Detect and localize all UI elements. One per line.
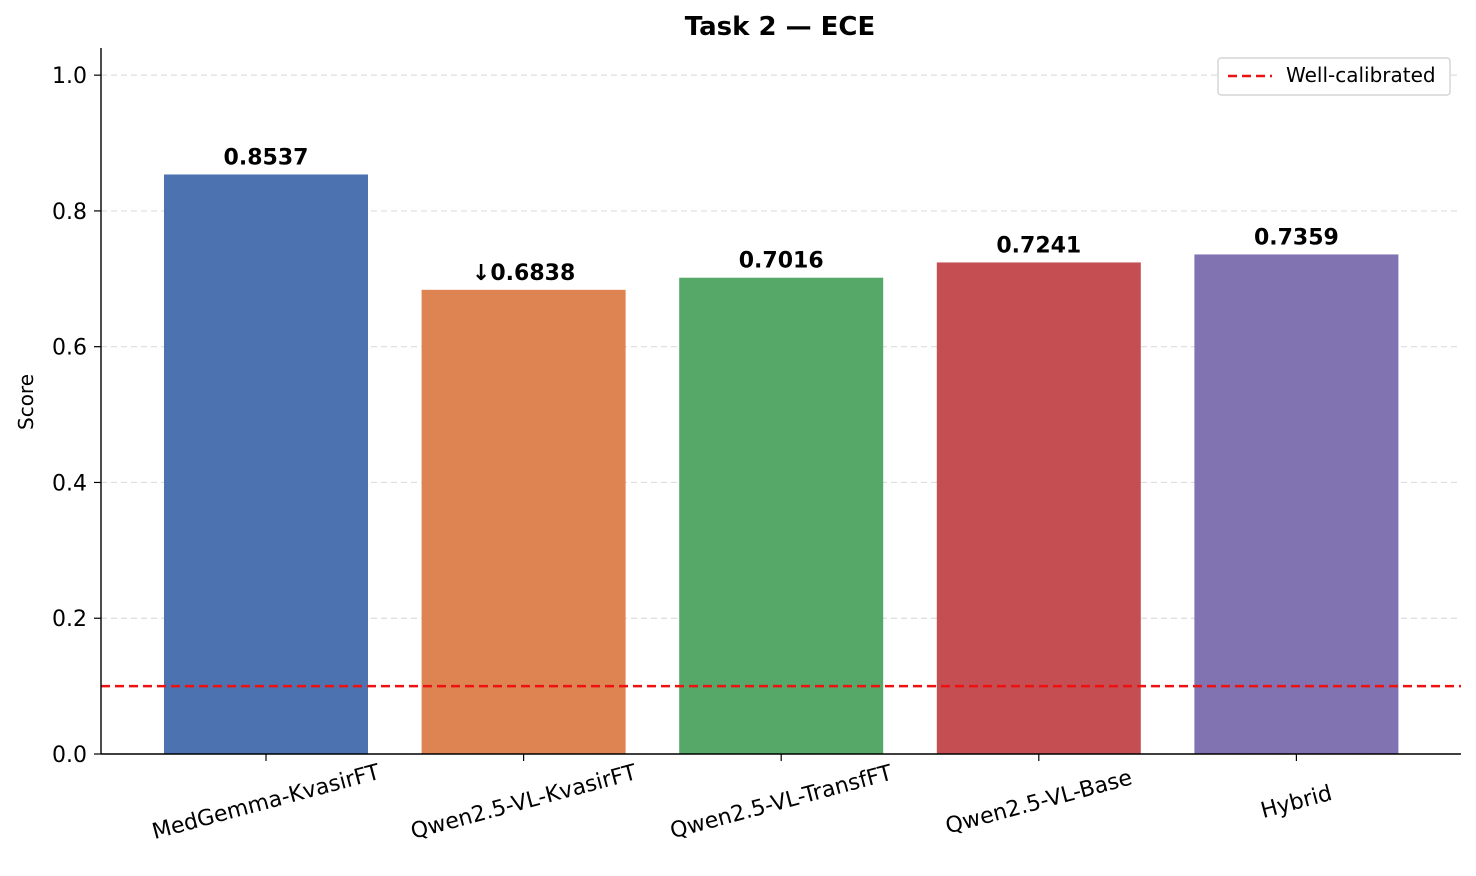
x-tick-label: Qwen2.5-VL-KvasirFT: [408, 760, 640, 844]
y-tick-label: 0.6: [52, 336, 87, 361]
y-tick-label: 0.2: [52, 607, 87, 632]
chart-title: Task 2 — ECE: [685, 12, 876, 42]
legend-label: Well-calibrated: [1286, 63, 1436, 87]
bar-value-labels: 0.8537 ↓0.6838 0.7016 0.7241 0.7359: [224, 145, 1339, 285]
x-tick-label: MedGemma-KvasirFT: [150, 760, 384, 845]
bar-value-label: 0.7359: [1254, 225, 1339, 250]
y-tick-label: 0.4: [52, 471, 87, 496]
bar-value-label: 0.7016: [739, 249, 824, 274]
y-tick-label: 0.8: [52, 200, 87, 225]
x-tick-label: Qwen2.5-VL-Base: [943, 766, 1135, 840]
bar-value-label: 0.8537: [224, 145, 309, 170]
bars: [164, 174, 1399, 754]
legend-box: [1217, 57, 1451, 96]
x-tick-label: Hybrid: [1258, 781, 1335, 824]
x-tick-label: Qwen2.5-VL-TransfFT: [668, 761, 896, 845]
bar: [1194, 254, 1399, 754]
bar: [679, 277, 884, 754]
bar: [936, 262, 1141, 754]
bar-value-label: 0.7241: [996, 233, 1081, 258]
bar-value-label: ↓0.6838: [472, 261, 575, 286]
legend: Well-calibrated: [1217, 57, 1451, 96]
bar: [421, 289, 626, 754]
bar: [164, 174, 368, 754]
y-tick-label: 1.0: [52, 64, 87, 89]
y-tick-label: 0.0: [52, 743, 87, 768]
y-axis-label: Score: [14, 374, 38, 430]
